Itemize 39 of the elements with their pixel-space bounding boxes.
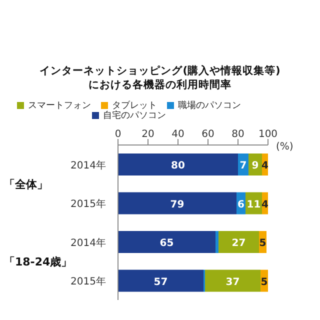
y-tick-label: 2015年 <box>70 276 106 288</box>
legend-label: スマートフォン <box>28 101 91 111</box>
data-label: 7 <box>240 160 247 172</box>
data-label: 80 <box>171 160 185 172</box>
x-axis-title: (%) <box>276 142 294 153</box>
chart-title: インターネットショッピング(購入や情報収集等) における各機器の利用時間率 <box>38 64 282 92</box>
bar <box>118 154 238 176</box>
y-tick-label: 2015年 <box>70 198 106 210</box>
bar <box>118 231 216 254</box>
data-label: 5 <box>259 238 266 250</box>
data-label: 65 <box>160 238 174 250</box>
x-tick-label: 40 <box>172 129 184 140</box>
data-label: 5 <box>260 276 268 288</box>
data-label: 11 <box>246 199 261 210</box>
data-label: 9 <box>252 160 259 172</box>
bar <box>118 192 236 214</box>
bar <box>216 231 218 254</box>
x-tick-label: 0 <box>114 129 122 140</box>
data-label: 4 <box>262 199 269 210</box>
data-label: 27 <box>232 238 246 250</box>
data-label: 79 <box>170 199 184 210</box>
x-tick-label: 80 <box>232 129 244 140</box>
data-label: 57 <box>154 276 168 288</box>
legend-label: 自宅のパソコン <box>103 111 166 121</box>
data-label: 6 <box>238 199 245 210</box>
data-label: 37 <box>226 276 240 288</box>
legend-label: 職場のパソコン <box>178 101 241 111</box>
bar <box>118 270 204 292</box>
x-tick-label: 60 <box>202 129 214 140</box>
bar <box>218 231 259 254</box>
y-tick-label: 2014年 <box>70 159 106 172</box>
text: 「全体」 <box>4 178 48 191</box>
bar <box>205 270 260 292</box>
x-tick-label: 100 <box>258 129 278 140</box>
x-tick-label: 20 <box>142 129 154 140</box>
text: 「18-24歳」 <box>4 255 72 268</box>
y-tick-label: 2014年 <box>70 236 106 249</box>
data-label: 4 <box>262 160 269 172</box>
legend-label: タブレット <box>112 101 157 111</box>
